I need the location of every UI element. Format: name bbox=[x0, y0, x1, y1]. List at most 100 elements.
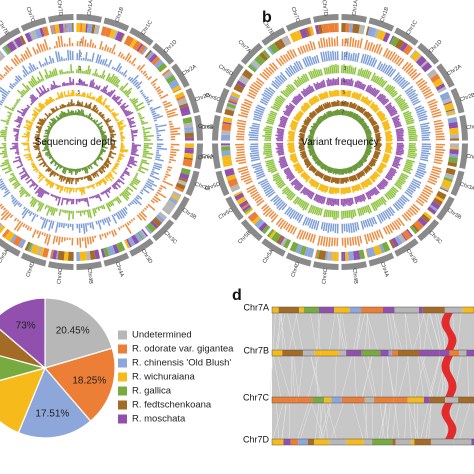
ancestry-block bbox=[66, 23, 69, 33]
track-bar bbox=[49, 168, 53, 172]
ancestry-block bbox=[243, 206, 253, 214]
track-bar bbox=[94, 171, 100, 177]
track-bar bbox=[243, 101, 252, 106]
track-bar bbox=[410, 182, 420, 189]
track-bar bbox=[263, 150, 272, 153]
track-bar bbox=[425, 184, 433, 190]
track-bar bbox=[89, 39, 92, 48]
track-bar bbox=[32, 199, 39, 208]
track-bar bbox=[255, 80, 263, 87]
track-bar bbox=[41, 103, 46, 108]
ancestry-block bbox=[392, 439, 396, 445]
track-bar bbox=[276, 75, 285, 84]
track-bar bbox=[294, 182, 302, 190]
track-bar bbox=[44, 57, 49, 65]
track-bar bbox=[368, 57, 374, 66]
track-bar bbox=[359, 83, 364, 90]
track-bar bbox=[279, 118, 288, 123]
ancestry-block bbox=[272, 439, 284, 445]
ancestry-block bbox=[349, 307, 362, 313]
track-bar bbox=[265, 133, 272, 136]
track-bar bbox=[59, 185, 63, 194]
track-bar bbox=[110, 133, 117, 137]
track-bar bbox=[240, 111, 249, 116]
ancestry-block bbox=[283, 439, 291, 445]
track-bar bbox=[298, 111, 304, 116]
track-bar bbox=[2, 191, 11, 198]
track-bar bbox=[298, 60, 304, 70]
track-bar bbox=[298, 93, 304, 100]
track-bar bbox=[375, 136, 381, 139]
track-bar bbox=[376, 214, 383, 224]
track-bar bbox=[383, 126, 391, 130]
track-bar bbox=[130, 151, 136, 154]
track-bar bbox=[2, 207, 6, 211]
track-bar bbox=[102, 85, 109, 94]
chromosome-label: Chr7D bbox=[321, 0, 329, 16]
track-bar bbox=[0, 162, 10, 167]
track-bar bbox=[41, 232, 44, 236]
track-bar bbox=[109, 89, 116, 98]
track-bar bbox=[308, 99, 314, 106]
track-bar bbox=[329, 65, 332, 74]
ancestry-block bbox=[358, 24, 365, 35]
track-bar bbox=[54, 195, 57, 198]
synteny-link bbox=[386, 312, 392, 351]
track-bar bbox=[35, 183, 38, 187]
track-bar bbox=[392, 117, 399, 121]
ancestry-block bbox=[430, 73, 441, 83]
track-bar bbox=[57, 36, 61, 48]
track-bar bbox=[385, 148, 392, 151]
track-bar bbox=[324, 91, 328, 99]
track-bar bbox=[20, 172, 28, 178]
track-bar bbox=[332, 50, 335, 61]
track-bar bbox=[398, 177, 406, 183]
track-bar bbox=[346, 210, 349, 219]
track-bar bbox=[18, 203, 23, 208]
ancestry-block bbox=[165, 199, 177, 210]
chromosome-ideogram bbox=[0, 27, 21, 46]
track-bar bbox=[43, 161, 46, 165]
track-bar bbox=[279, 157, 286, 161]
track-bar bbox=[366, 178, 372, 186]
track-bar bbox=[128, 220, 132, 224]
track-bar bbox=[357, 208, 361, 217]
track-bar bbox=[298, 169, 304, 174]
track-bar bbox=[361, 96, 365, 102]
chromosome-label: Chr6A bbox=[198, 154, 214, 162]
ancestry-block bbox=[229, 183, 241, 193]
track-bar bbox=[307, 190, 313, 198]
track-bar bbox=[93, 86, 96, 89]
chromosome-label: Chr1C bbox=[405, 20, 419, 37]
track-bar bbox=[358, 81, 362, 89]
synteny-link bbox=[280, 312, 287, 351]
track-bar bbox=[396, 131, 404, 134]
track-bar bbox=[25, 155, 32, 159]
track-bar bbox=[274, 79, 282, 87]
track-bar bbox=[376, 93, 382, 100]
track-bar bbox=[362, 110, 367, 116]
track-bar bbox=[29, 80, 36, 87]
track-baseline bbox=[17, 84, 133, 200]
track-bar bbox=[379, 95, 387, 103]
track-bar bbox=[385, 149, 392, 153]
track-bar bbox=[378, 166, 384, 171]
track-bar bbox=[27, 80, 34, 88]
track-bar bbox=[386, 173, 393, 179]
track-bar bbox=[249, 189, 258, 195]
track-bar bbox=[97, 168, 103, 175]
track-bar bbox=[101, 165, 105, 169]
track-bar bbox=[323, 104, 327, 110]
track-bar bbox=[163, 101, 171, 106]
ancestry-block bbox=[1, 228, 9, 237]
track-bar bbox=[294, 96, 301, 103]
track-bar bbox=[159, 187, 163, 190]
track-bar bbox=[308, 71, 313, 80]
ancestry-block bbox=[447, 116, 458, 124]
ancestry-block bbox=[299, 28, 309, 39]
track-bar bbox=[405, 88, 414, 95]
synteny-link bbox=[341, 312, 348, 351]
track-bar bbox=[131, 180, 138, 186]
track-bar bbox=[353, 209, 357, 217]
ancestry-block bbox=[296, 397, 313, 403]
